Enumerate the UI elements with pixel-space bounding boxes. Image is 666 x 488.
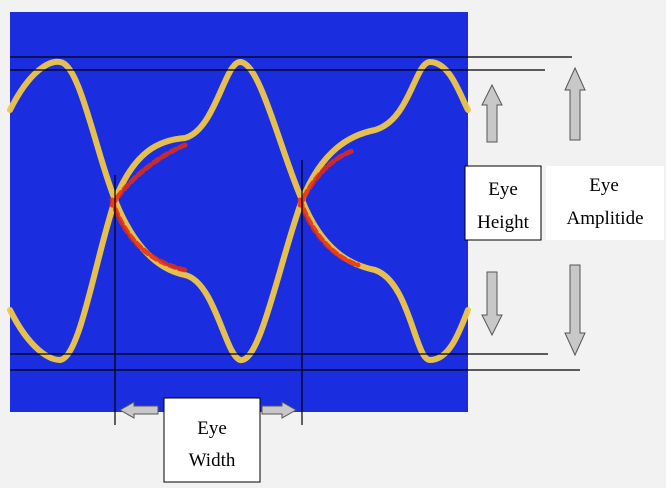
eye-amplitude-label: Amplitide xyxy=(566,208,643,229)
eye-height-label: Eye xyxy=(488,179,518,200)
eye-diagram: Eye Height Eye Amplitide Eye Width xyxy=(0,0,666,488)
scope-screen xyxy=(10,12,468,412)
eye-width-label: Eye xyxy=(197,418,227,439)
eye-amplitude-label: Eye xyxy=(589,175,619,196)
eye-height-label: Height xyxy=(477,212,529,233)
eye-width-label: Width xyxy=(189,450,236,471)
